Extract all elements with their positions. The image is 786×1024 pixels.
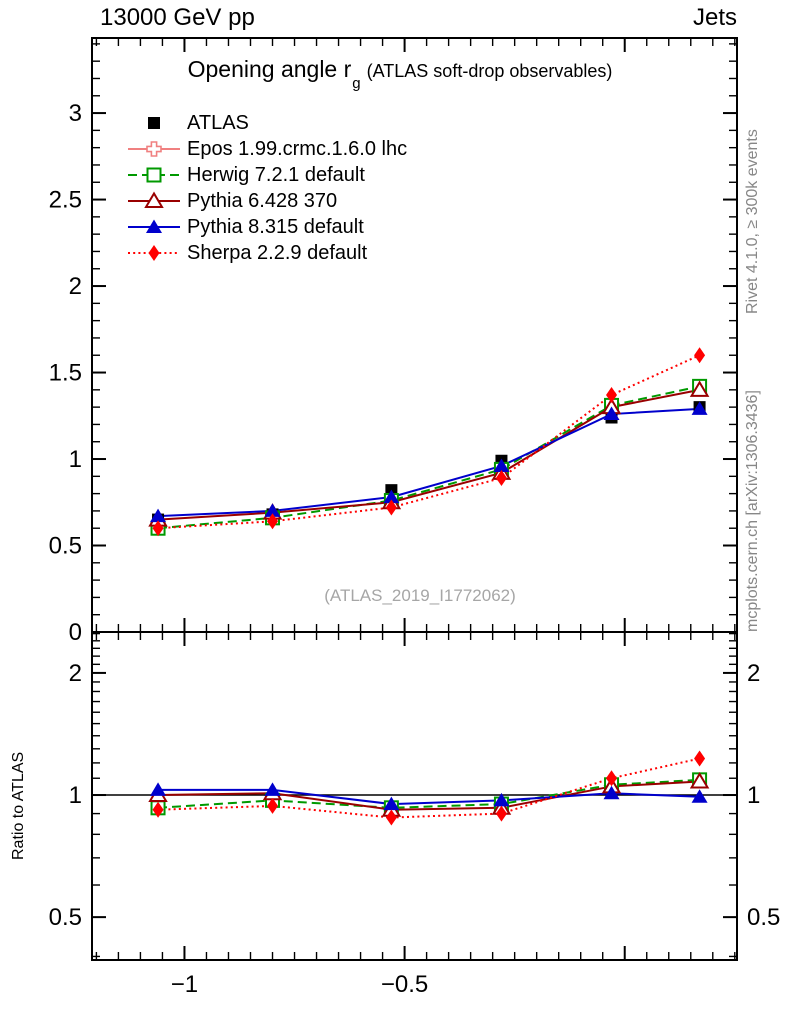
legend: ATLAS Epos 1.99.crmc.1.6.0 lhc Herwig 7.2.… — [127, 110, 407, 266]
main-y-tick-label: 0 — [69, 619, 82, 646]
series-markers-main — [148, 347, 710, 537]
ratio-y-tick-label-left: 0.5 — [49, 904, 82, 931]
pythia8-point — [493, 792, 510, 807]
main-y-tick-label: 2.5 — [49, 187, 82, 214]
pythia8-point — [150, 508, 167, 523]
main-y-tick-label: 2 — [69, 273, 82, 300]
pythia8-point — [691, 401, 708, 415]
legend-label-herwig: Herwig 7.2.1 default — [187, 163, 365, 186]
ratio-axis-title: Ratio to ATLAS — [10, 751, 27, 860]
pythia8-point — [493, 458, 510, 472]
ratio-y-tick-label-right: 0.5 — [747, 904, 780, 931]
axis-labels: 0 0.5 1 1.5 2 2.5 3 0.5 0.5 1 1 2 2 −1 −0.5 — [49, 100, 781, 998]
legend-label-sherpa: Sherpa 2.2.9 default — [187, 241, 368, 264]
sherpa-line-ratio — [158, 757, 700, 819]
pythia8-point — [264, 782, 281, 796]
atlas-legend-glyph — [148, 117, 160, 129]
pythia8-point — [383, 796, 400, 811]
pythia6-legend-glyph — [144, 191, 164, 208]
axis-ticks — [92, 38, 737, 960]
main-y-tick-label: 1 — [69, 446, 82, 473]
sherpa-legend-glyph — [148, 245, 160, 261]
sherpa-point — [694, 347, 706, 364]
ratio-y-tick-label-left: 2 — [69, 660, 82, 687]
main-y-tick-label: 1.5 — [49, 360, 82, 387]
legend-item-pythia8: Pythia 8.315 default — [127, 214, 407, 240]
pythia6-legend-marker — [128, 191, 180, 208]
pythia8-line-main — [157, 407, 700, 518]
x-tick-label: −0.5 — [381, 971, 428, 998]
epos-legend-glyph — [146, 141, 162, 157]
atlas-legend-marker — [148, 117, 160, 129]
herwig-legend-glyph — [146, 167, 162, 183]
legend-item-pythia6: Pythia 6.428 370 — [127, 188, 407, 214]
epos-legend-marker — [128, 141, 180, 157]
series-lines-main — [157, 354, 700, 530]
sherpa-point — [267, 797, 279, 814]
pythia8-point — [603, 785, 620, 800]
sherpa-point — [267, 513, 279, 530]
main-y-tick-label: 0.5 — [49, 533, 82, 560]
pythia8-point — [150, 782, 167, 796]
legend-item-sherpa: Sherpa 2.2.9 default — [127, 240, 407, 266]
main-y-tick-label: 3 — [69, 100, 82, 127]
legend-item-epos: Epos 1.99.crmc.1.6.0 lhc — [127, 136, 407, 162]
pythia6-point — [689, 380, 710, 397]
pythia6-point — [689, 772, 710, 789]
ratio-y-tick-label-left: 1 — [69, 782, 82, 809]
sherpa-point — [495, 805, 507, 822]
sherpa-point — [606, 387, 618, 404]
analysis-group-label: Jets — [692, 4, 737, 31]
rivet-version-label: Rivet 4.1.0, ≥ 300k events — [744, 129, 761, 314]
ratio-panel-frame — [91, 631, 738, 961]
ratio-y-tick-label-right: 1 — [747, 782, 760, 809]
sherpa-point — [495, 470, 507, 487]
plot-title-subscript: g — [352, 74, 361, 92]
legend-item-atlas: ATLAS — [127, 110, 407, 136]
series-lines-ratio — [157, 757, 700, 819]
x-tick-label: −1 — [171, 971, 198, 998]
pythia8-point — [603, 406, 620, 421]
sherpa-point — [606, 770, 618, 787]
legend-label-atlas: ATLAS — [187, 111, 249, 134]
sherpa-legend-marker — [128, 245, 180, 261]
sherpa-point — [385, 809, 397, 826]
mcplots-reference-label: mcplots.cern.ch [arXiv:1306.3436] — [744, 390, 761, 632]
pythia8-line-ratio — [158, 788, 700, 806]
herwig-legend-marker — [128, 167, 180, 183]
pythia8-legend-glyph — [146, 219, 162, 233]
herwig-line-main — [157, 385, 700, 530]
legend-item-herwig: Herwig 7.2.1 default — [127, 162, 407, 188]
plot-title-text: Opening angle r — [187, 56, 352, 82]
pythia6-line-main — [157, 388, 700, 521]
sherpa-point — [152, 801, 164, 818]
legend-label-pythia8: Pythia 8.315 default — [187, 215, 364, 238]
pythia6-line-ratio — [158, 780, 700, 811]
pythia8-point — [264, 503, 281, 517]
ratio-y-tick-label-right: 2 — [747, 660, 760, 687]
herwig-line-ratio — [157, 778, 700, 809]
sherpa-point — [694, 750, 706, 767]
pythia8-point — [691, 789, 708, 803]
pythia8-point — [383, 489, 400, 504]
legend-label-epos: Epos 1.99.crmc.1.6.0 lhc — [187, 137, 408, 160]
pythia8-legend-marker — [128, 219, 180, 233]
sherpa-point — [385, 499, 397, 516]
beam-energy-label: 13000 GeV pp — [100, 4, 255, 31]
sherpa-point — [152, 520, 164, 537]
sherpa-line-main — [157, 354, 700, 530]
series-markers-ratio — [148, 750, 710, 826]
analysis-id-watermark: (ATLAS_2019_I1772062) — [324, 586, 516, 605]
plot-title-annotation: (ATLAS soft-drop observables) — [366, 61, 613, 81]
legend-label-pythia6: Pythia 6.428 370 — [187, 189, 338, 212]
plot-title: Opening angle rg (ATLAS soft-drop observa… — [92, 56, 708, 92]
